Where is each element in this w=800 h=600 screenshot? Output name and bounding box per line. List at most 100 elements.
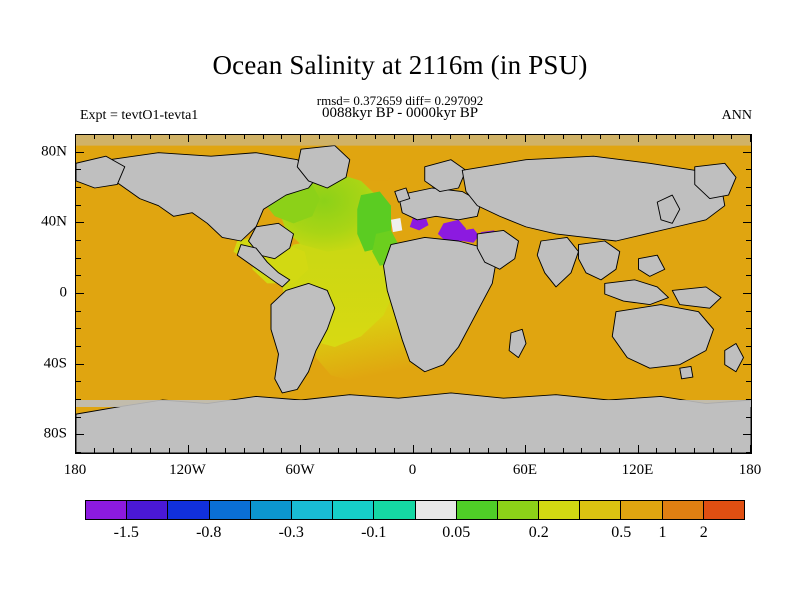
x-axis-tick	[525, 445, 526, 453]
colorbar-segment	[209, 501, 251, 519]
x-axis-tick	[150, 134, 151, 139]
x-axis-tick	[619, 448, 620, 453]
x-axis-label: 120E	[621, 462, 654, 478]
colorbar-segment	[127, 501, 169, 519]
x-axis-tick	[544, 134, 545, 139]
colorbar-tick-label: 0.5	[611, 524, 632, 541]
x-axis-tick	[206, 448, 207, 453]
x-axis-tick	[469, 448, 470, 453]
x-axis-tick	[694, 448, 695, 453]
y-axis-tick	[76, 381, 81, 382]
x-axis-tick	[169, 134, 170, 139]
x-axis-tick	[431, 448, 432, 453]
y-axis-tick	[76, 417, 81, 418]
y-axis-label: 80S	[43, 425, 67, 442]
y-axis-tick	[76, 205, 81, 206]
x-axis-tick	[413, 445, 414, 453]
y-axis-tick	[76, 240, 81, 241]
x-axis-tick	[581, 134, 582, 139]
y-axis-tick	[746, 275, 751, 276]
x-axis-tick	[75, 445, 76, 453]
x-axis-tick	[413, 134, 414, 142]
x-axis-tick	[375, 134, 376, 139]
x-axis-tick	[319, 448, 320, 453]
x-axis-tick	[375, 448, 376, 453]
x-axis-tick	[281, 134, 282, 139]
y-axis-tick	[743, 152, 751, 153]
x-axis-tick	[675, 448, 676, 453]
colorbar-tick-label: 0.2	[528, 524, 549, 541]
x-axis-label: 0	[408, 462, 417, 478]
x-axis-tick	[731, 448, 732, 453]
x-axis-tick	[113, 448, 114, 453]
x-axis-tick	[150, 448, 151, 453]
colorbar-tick-label: 2	[699, 524, 708, 541]
y-axis-label: 0	[59, 284, 68, 301]
x-axis-tick	[638, 445, 639, 453]
x-axis-label: 180	[738, 462, 762, 478]
colorbar-tick-label: 0.05	[442, 524, 471, 541]
colorbar-segment	[497, 501, 540, 519]
x-axis-tick	[244, 134, 245, 139]
y-axis-label: 40S	[43, 355, 67, 372]
y-axis-tick	[76, 152, 84, 153]
x-axis-tick	[188, 445, 189, 453]
x-axis-tick	[131, 134, 132, 139]
experiment-label: Expt = tevtO1-tevta1	[80, 108, 199, 123]
y-axis-tick	[76, 258, 81, 259]
colorbar-segment	[703, 501, 744, 519]
y-axis-tick	[746, 311, 751, 312]
y-axis-tick	[76, 346, 81, 347]
x-axis-label: 60E	[512, 462, 538, 478]
x-axis-tick	[338, 448, 339, 453]
colorbar-tick-label: -0.8	[196, 524, 222, 541]
y-axis-tick	[746, 399, 751, 400]
season-label: ANN	[721, 108, 752, 123]
x-axis-label: 120W	[169, 462, 206, 478]
x-axis-tick	[713, 448, 714, 453]
x-axis-label: 180	[63, 462, 87, 478]
y-axis-tick	[743, 293, 751, 294]
x-axis-tick	[506, 448, 507, 453]
x-axis-tick	[300, 445, 301, 453]
x-axis-tick	[356, 134, 357, 139]
x-axis-tick	[600, 448, 601, 453]
x-axis-tick	[319, 134, 320, 139]
x-axis-tick	[450, 134, 451, 139]
x-axis-tick	[338, 134, 339, 139]
y-axis-tick	[76, 328, 81, 329]
x-axis-tick	[394, 134, 395, 139]
x-axis-tick	[750, 134, 751, 142]
x-axis-tick	[694, 134, 695, 139]
y-axis-tick	[746, 258, 751, 259]
y-axis-tick	[76, 187, 81, 188]
period-annotation: 0088kyr BP - 0000kyr BP	[321, 105, 479, 121]
y-axis-tick	[746, 169, 751, 170]
y-axis-tick	[76, 399, 81, 400]
colorbar-tick-label: 1	[658, 524, 667, 541]
x-axis-tick	[206, 134, 207, 139]
y-axis-tick	[746, 417, 751, 418]
y-axis-tick	[76, 434, 84, 435]
y-axis-tick	[76, 169, 81, 170]
x-axis-tick	[525, 134, 526, 142]
colorbar-segment	[291, 501, 334, 519]
colorbar-segment	[250, 501, 292, 519]
x-axis-tick	[225, 134, 226, 139]
y-axis-tick	[76, 311, 81, 312]
y-axis-tick	[746, 187, 751, 188]
x-axis-tick	[244, 448, 245, 453]
x-axis-tick	[431, 134, 432, 139]
x-axis-tick	[563, 448, 564, 453]
x-axis-tick	[131, 448, 132, 453]
x-axis-tick	[656, 134, 657, 139]
x-axis-tick	[506, 134, 507, 139]
y-axis-tick	[743, 434, 751, 435]
map-plot-area	[75, 134, 752, 454]
y-axis-tick	[743, 222, 751, 223]
x-axis-tick	[563, 134, 564, 139]
y-axis-tick	[76, 293, 84, 294]
colorbar-segment	[86, 501, 128, 519]
x-axis-tick	[225, 448, 226, 453]
